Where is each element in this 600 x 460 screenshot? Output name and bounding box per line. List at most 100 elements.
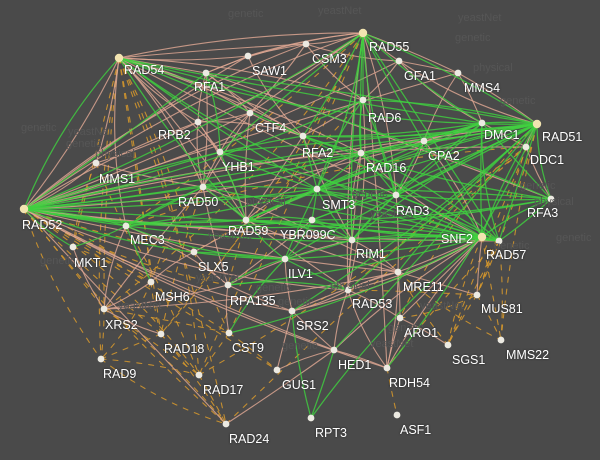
nodes-layer — [19, 28, 555, 428]
graph-node-smt3[interactable] — [313, 185, 321, 193]
edge-physical — [23, 140, 425, 210]
edge-genetic — [125, 146, 527, 227]
graph-node-rad16[interactable] — [357, 149, 365, 157]
edge-coexpression — [351, 194, 397, 241]
graph-node-mre11[interactable] — [394, 268, 402, 276]
edge-genetic — [500, 123, 538, 341]
graph-node-rad24[interactable] — [222, 420, 230, 428]
graph-node-asf1[interactable] — [393, 411, 401, 419]
edge-coexpression — [316, 188, 500, 242]
edge-physical — [23, 208, 349, 291]
graph-node-mkt1[interactable] — [69, 243, 77, 251]
edge-coexpression — [498, 198, 552, 242]
edge-genetic — [118, 57, 162, 335]
edge-coexpression — [360, 152, 397, 196]
graph-node-rad17[interactable] — [195, 371, 203, 379]
edge-physical — [399, 317, 449, 346]
graph-node-rad3[interactable] — [392, 191, 400, 199]
graph-node-rad55[interactable] — [358, 28, 368, 38]
graph-node-ddc1[interactable] — [522, 143, 530, 151]
edge-coexpression — [227, 258, 286, 286]
edge-physical — [202, 112, 251, 188]
graph-node-hed1[interactable] — [330, 346, 338, 354]
graph-node-saw1[interactable] — [244, 52, 252, 60]
edge-physical — [225, 349, 335, 425]
graph-node-gus1[interactable] — [273, 366, 281, 374]
edge-coexpression — [72, 225, 127, 248]
graph-node-rpb2[interactable] — [194, 118, 202, 126]
edge-genetic — [150, 281, 162, 335]
edge-physical — [118, 57, 362, 154]
edge-physical — [398, 60, 538, 125]
edge-physical — [118, 43, 307, 59]
graph-node-ilv1[interactable] — [281, 255, 289, 263]
graph-node-ybr099c[interactable] — [308, 216, 316, 224]
edge-coexpression — [316, 188, 483, 238]
edge-coexpression — [228, 236, 483, 334]
graph-node-rad57[interactable] — [495, 237, 503, 245]
graph-node-rfa1[interactable] — [202, 69, 210, 77]
graph-node-rad50[interactable] — [199, 183, 207, 191]
edge-physical — [118, 57, 221, 153]
graph-node-rpt3[interactable] — [307, 414, 315, 422]
edge-genetic — [386, 240, 500, 369]
graph-node-csm3[interactable] — [302, 40, 310, 48]
graph-node-rad59[interactable] — [242, 216, 250, 224]
graph-node-mms1[interactable] — [92, 159, 100, 167]
edge-coexpression — [23, 151, 221, 210]
edge-coexpression — [202, 186, 483, 238]
edge-physical — [291, 310, 335, 351]
graph-node-cst9[interactable] — [225, 329, 233, 337]
graph-node-rpa135[interactable] — [224, 281, 232, 289]
graph-node-yhb1[interactable] — [216, 148, 224, 156]
edge-genetic — [103, 57, 120, 310]
graph-node-mec3[interactable] — [122, 222, 130, 230]
edge-genetic — [198, 32, 364, 376]
edge-coexpression — [118, 57, 552, 200]
graph-node-msh6[interactable] — [147, 278, 155, 286]
edge-physical — [103, 284, 229, 310]
graph-node-xrs2[interactable] — [100, 305, 108, 313]
graph-node-mus81[interactable] — [473, 291, 481, 299]
edge-coexpression — [302, 135, 362, 154]
graph-node-mms22[interactable] — [497, 336, 505, 344]
edge-physical — [347, 289, 388, 369]
graph-node-rdh54[interactable] — [383, 364, 391, 372]
edge-coexpression — [118, 57, 247, 221]
edge-coexpression — [351, 122, 483, 241]
graph-node-cpa2[interactable] — [420, 137, 428, 145]
edge-genetic — [228, 332, 278, 371]
edge-genetic — [23, 208, 227, 425]
edge-coexpression — [311, 198, 552, 221]
graph-node-rad51[interactable] — [532, 119, 542, 129]
graph-node-rim1[interactable] — [348, 236, 356, 244]
graph-node-snf2[interactable] — [477, 232, 487, 242]
graph-node-slx5[interactable] — [190, 248, 198, 256]
edge-physical — [398, 60, 483, 124]
edge-coexpression — [358, 99, 364, 154]
graph-node-sgs1[interactable] — [444, 341, 452, 349]
edge-coexpression — [205, 72, 221, 153]
edge-genetic — [399, 294, 478, 319]
graph-node-aro1[interactable] — [396, 314, 404, 322]
graph-node-gfa1[interactable] — [395, 57, 403, 65]
graph-node-rad9[interactable] — [97, 355, 105, 363]
graph-node-rfa2[interactable] — [299, 132, 307, 140]
graph-node-mms4[interactable] — [454, 69, 462, 77]
graph-node-srs2[interactable] — [288, 307, 296, 315]
graph-node-rad53[interactable] — [344, 286, 352, 294]
graph-node-rfa3[interactable] — [547, 195, 555, 203]
edge-physical — [302, 99, 364, 137]
edge-physical — [23, 208, 335, 351]
graph-node-rad54[interactable] — [114, 53, 124, 63]
graph-node-rad52[interactable] — [19, 204, 29, 214]
graph-node-rad18[interactable] — [157, 330, 165, 338]
graph-node-dmc1[interactable] — [478, 119, 486, 127]
graph-node-rad6[interactable] — [359, 96, 367, 104]
edge-genetic — [100, 358, 227, 425]
edge-coexpression — [245, 122, 483, 221]
graph-node-ctf4[interactable] — [246, 109, 254, 117]
edge-physical — [481, 122, 527, 148]
edge-physical — [23, 60, 400, 210]
